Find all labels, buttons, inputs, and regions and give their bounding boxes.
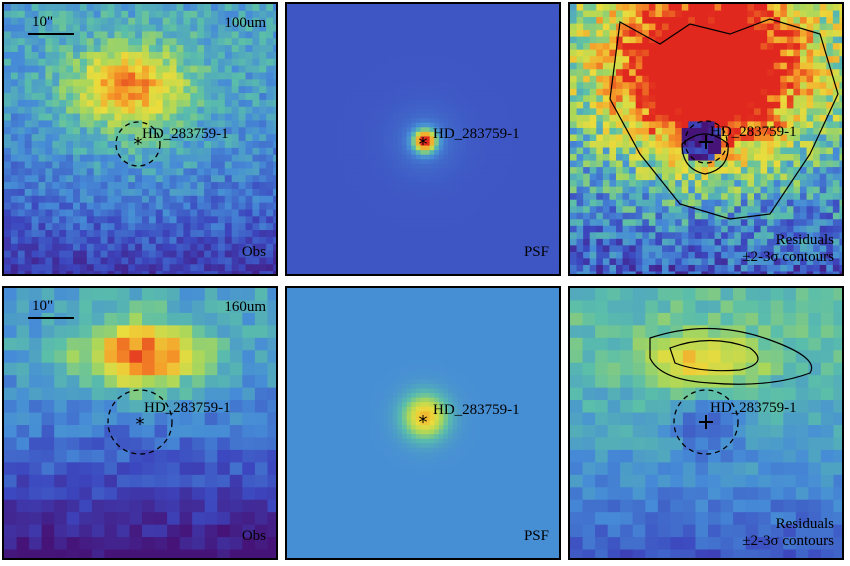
source-name: HD_283759-1	[433, 126, 520, 142]
panel-label: PSF	[523, 244, 549, 260]
svg-text:*: *	[134, 134, 143, 155]
source-marker	[684, 120, 728, 164]
map-100um-obs	[4, 4, 276, 274]
source-marker: *	[419, 412, 428, 433]
panel-label: Residuals ±2-3σ contours	[742, 515, 834, 549]
source-name: HD_283759-1	[710, 124, 797, 140]
panel-label: Obs	[241, 528, 266, 544]
map-160um-psf	[287, 288, 559, 558]
scale-bar: 10"	[28, 14, 74, 35]
panel-160um-psf: PSF * HD_283759-1	[285, 286, 561, 560]
map-100um-psf	[287, 4, 559, 274]
source-name: HD_283759-1	[142, 126, 229, 142]
panel-100um-psf: PSF * HD_283759-1	[285, 2, 561, 276]
scale-label: 10"	[32, 298, 54, 314]
panel-100um-obs: 10" 100um Obs * HD_283759-1	[2, 2, 278, 276]
source-marker: *	[115, 121, 161, 167]
map-160um-obs	[4, 288, 276, 558]
source-name: HD_283759-1	[144, 400, 231, 416]
map-100um-res	[570, 4, 842, 274]
panel-100um-res: Residuals ±2-3σ contours HD_283759-1	[568, 2, 844, 276]
scale-bar: 10"	[28, 298, 74, 319]
panel-label: Obs	[241, 244, 266, 260]
scale-label: 10"	[32, 14, 54, 30]
source-marker: *	[419, 134, 428, 155]
source-name: HD_283759-1	[433, 402, 520, 418]
panel-label: PSF	[523, 528, 549, 544]
band-label: 100um	[224, 15, 266, 31]
panel-label: Residuals ±2-3σ contours	[742, 231, 834, 265]
source-name: HD_283759-1	[710, 400, 797, 416]
panel-160um-res: Residuals ±2-3σ contours HD_283759-1	[568, 286, 844, 560]
band-label: 160um	[224, 299, 266, 315]
source-marker	[673, 389, 739, 455]
map-160um-res	[570, 288, 842, 558]
source-marker: *	[107, 389, 173, 455]
panel-160um-obs: 10" 160um Obs * HD_283759-1	[2, 286, 278, 560]
